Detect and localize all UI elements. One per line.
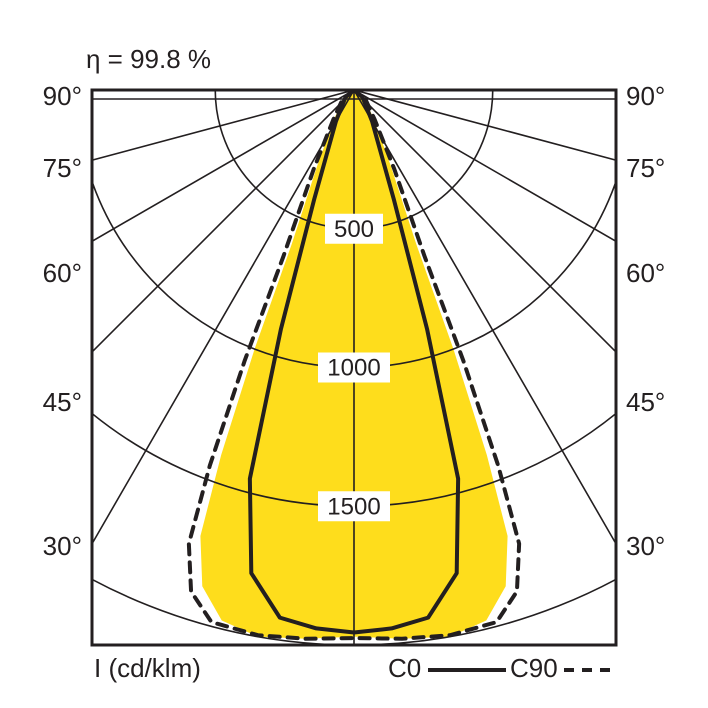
angle-label-right: 90° <box>626 81 665 111</box>
angle-label-right: 30° <box>626 531 665 561</box>
polar-chart-container: { "chart": { "type": "polar-light-distri… <box>0 0 708 708</box>
angle-label-left: 90° <box>43 81 82 111</box>
angle-label-right: 45° <box>626 387 665 417</box>
efficiency-label: η = 99.8 % <box>86 44 211 74</box>
angle-label-left: 30° <box>43 531 82 561</box>
angle-label-left: 45° <box>43 387 82 417</box>
axis-unit-label: I (cd/klm) <box>94 653 201 683</box>
angle-label-right: 60° <box>626 258 665 288</box>
polar-chart-svg: 500 1000 1500 90° 90° 75° 75° 60° 60° 45° 45° 30° 30… <box>0 0 708 708</box>
angle-label-left: 75° <box>43 153 82 183</box>
radius-label: 500 <box>334 216 374 243</box>
angle-label-left: 60° <box>43 258 82 288</box>
radius-label: 1500 <box>327 493 380 520</box>
angle-label-right: 75° <box>626 153 665 183</box>
legend-c0-label: C0 <box>388 653 421 683</box>
radius-label: 1000 <box>327 355 380 382</box>
legend-c90-label: C90 <box>510 653 558 683</box>
